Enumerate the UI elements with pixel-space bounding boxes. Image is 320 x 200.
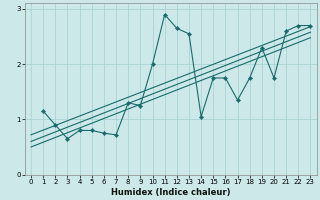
X-axis label: Humidex (Indice chaleur): Humidex (Indice chaleur) bbox=[111, 188, 230, 197]
